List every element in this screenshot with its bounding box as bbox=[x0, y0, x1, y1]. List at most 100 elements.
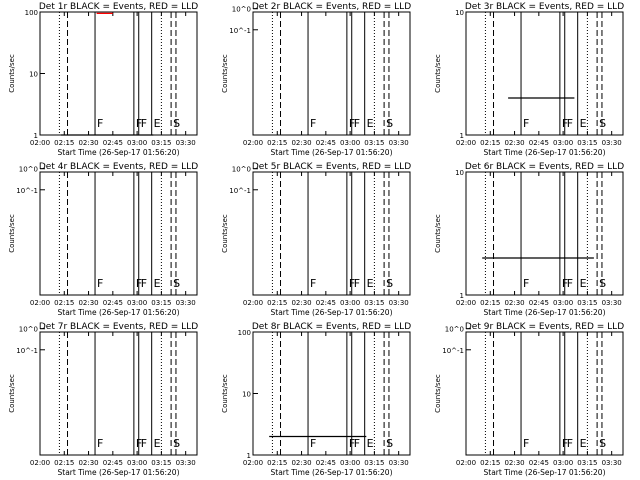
panel-title: Det 7r BLACK = Events, RED = LLD bbox=[39, 322, 198, 332]
panel-7: Det 7r BLACK = Events, RED = LLD Counts/s… bbox=[8, 322, 198, 477]
plot-frame bbox=[252, 11, 411, 136]
x-tick-label: 02:15 bbox=[267, 139, 287, 147]
event-marker-label: S bbox=[599, 117, 606, 130]
event-marker-label: F bbox=[97, 117, 103, 130]
y-axis-label: Counts/sec bbox=[8, 214, 16, 253]
x-tick-label: 02:00 bbox=[243, 299, 263, 307]
x-tick-label: 02:15 bbox=[480, 459, 500, 467]
x-tick-label: 03:15 bbox=[151, 459, 171, 467]
y-axis-label: Counts/sec bbox=[8, 374, 16, 413]
x-axis-label: Start Time (26-Sep-17 01:56:20) bbox=[484, 468, 606, 477]
event-marker-label: F bbox=[310, 277, 316, 290]
x-axis-label: Start Time (26-Sep-17 01:56:20) bbox=[58, 148, 180, 157]
x-tick-label: 03:15 bbox=[577, 139, 597, 147]
panel-title: Det 4r BLACK = Events, RED = LLD bbox=[39, 162, 198, 172]
event-marker-label: F bbox=[354, 277, 360, 290]
x-tick-label: 02:00 bbox=[30, 459, 50, 467]
y-axis-label: Counts/sec bbox=[8, 54, 16, 93]
x-tick-label: 02:45 bbox=[103, 139, 123, 147]
x-tick-label: 03:00 bbox=[340, 459, 360, 467]
event-marker-label: E bbox=[580, 437, 587, 450]
x-tick-label: 02:15 bbox=[54, 139, 74, 147]
x-axis-label: Start Time (26-Sep-17 01:56:20) bbox=[58, 468, 180, 477]
x-tick-label: 02:45 bbox=[529, 299, 549, 307]
x-tick-label: 02:30 bbox=[291, 459, 311, 467]
x-axis-label: Start Time (26-Sep-17 01:56:20) bbox=[484, 308, 606, 317]
x-tick-label: 03:30 bbox=[602, 139, 622, 147]
plot-frame bbox=[465, 171, 624, 296]
y-axis-label: Counts/sec bbox=[221, 214, 229, 253]
event-marker-label: F bbox=[141, 277, 147, 290]
x-tick-label: 03:15 bbox=[364, 139, 384, 147]
event-marker-label: E bbox=[154, 437, 161, 450]
x-tick-label: 02:15 bbox=[480, 139, 500, 147]
x-tick-label: 02:15 bbox=[267, 459, 287, 467]
event-marker-label: F bbox=[523, 277, 529, 290]
event-marker-label: S bbox=[173, 277, 180, 290]
event-marker-label: S bbox=[386, 117, 393, 130]
x-tick-label: 02:45 bbox=[316, 139, 336, 147]
x-tick-label: 03:15 bbox=[364, 459, 384, 467]
event-marker-label: S bbox=[599, 437, 606, 450]
panel-2: Det 2r BLACK = Events, RED = LLD Counts/s… bbox=[221, 2, 411, 157]
y-tick-label: 10 bbox=[455, 9, 464, 17]
x-tick-label: 02:30 bbox=[78, 299, 98, 307]
y-tick-label: 10^0 bbox=[445, 326, 464, 334]
x-tick-label: 02:00 bbox=[243, 459, 263, 467]
panel-title: Det 5r BLACK = Events, RED = LLD bbox=[252, 162, 411, 172]
x-tick-label: 02:00 bbox=[456, 299, 476, 307]
x-tick-label: 03:15 bbox=[151, 139, 171, 147]
plot-frame bbox=[465, 11, 624, 136]
event-marker-label: E bbox=[367, 277, 374, 290]
x-tick-label: 02:30 bbox=[291, 299, 311, 307]
event-marker-label: E bbox=[580, 277, 587, 290]
panel-9: Det 9r BLACK = Events, RED = LLD Counts/s… bbox=[434, 322, 624, 477]
y-axis-label: Counts/sec bbox=[434, 374, 442, 413]
y-tick-label: 1 bbox=[34, 132, 38, 140]
event-marker-label: F bbox=[354, 437, 360, 450]
y-tick-label: 1 bbox=[460, 292, 464, 300]
panel-title: Det 3r BLACK = Events, RED = LLD bbox=[465, 2, 624, 12]
x-tick-label: 02:00 bbox=[30, 299, 50, 307]
event-marker-label: S bbox=[599, 277, 606, 290]
x-axis-label: Start Time (26-Sep-17 01:56:20) bbox=[271, 308, 393, 317]
event-marker-label: F bbox=[97, 277, 103, 290]
event-marker-label: F bbox=[97, 437, 103, 450]
x-tick-label: 02:45 bbox=[316, 299, 336, 307]
panel-title: Det 2r BLACK = Events, RED = LLD bbox=[252, 2, 411, 12]
x-tick-label: 02:00 bbox=[30, 139, 50, 147]
x-tick-label: 02:30 bbox=[504, 139, 524, 147]
x-axis-label: Start Time (26-Sep-17 01:56:20) bbox=[484, 148, 606, 157]
x-tick-label: 03:00 bbox=[340, 139, 360, 147]
plot-frame bbox=[252, 171, 411, 296]
panel-title: Det 1r BLACK = Events, RED = LLD bbox=[39, 2, 198, 12]
x-axis-label: Start Time (26-Sep-17 01:56:20) bbox=[58, 308, 180, 317]
plot-frame bbox=[39, 171, 198, 296]
panel-6: Det 6r BLACK = Events, RED = LLD Counts/s… bbox=[434, 162, 624, 317]
event-marker-label: F bbox=[523, 437, 529, 450]
y-tick-label: 10^0 bbox=[19, 166, 38, 174]
x-tick-label: 03:00 bbox=[553, 139, 573, 147]
x-tick-label: 03:15 bbox=[364, 299, 384, 307]
x-tick-label: 02:45 bbox=[529, 459, 549, 467]
event-marker-label: F bbox=[567, 117, 573, 130]
x-tick-label: 02:30 bbox=[291, 139, 311, 147]
x-tick-label: 02:00 bbox=[456, 139, 476, 147]
y-tick-label: 10^-1 bbox=[16, 347, 38, 355]
y-tick-label: 10^0 bbox=[19, 326, 38, 334]
panel-5: Det 5r BLACK = Events, RED = LLD Counts/s… bbox=[221, 162, 411, 317]
y-tick-label: 10^0 bbox=[232, 6, 251, 14]
x-tick-label: 03:30 bbox=[602, 459, 622, 467]
x-tick-label: 03:15 bbox=[577, 459, 597, 467]
y-axis-label: Counts/sec bbox=[221, 54, 229, 93]
y-tick-label: 10 bbox=[242, 391, 251, 399]
event-marker-label: E bbox=[367, 117, 374, 130]
x-tick-label: 02:30 bbox=[78, 139, 98, 147]
event-marker-label: F bbox=[523, 117, 529, 130]
x-tick-label: 02:00 bbox=[456, 459, 476, 467]
x-tick-label: 03:30 bbox=[389, 459, 409, 467]
y-tick-label: 10 bbox=[455, 169, 464, 177]
y-tick-label: 10^-1 bbox=[229, 27, 251, 35]
event-marker-label: F bbox=[141, 117, 147, 130]
x-tick-label: 03:00 bbox=[553, 459, 573, 467]
